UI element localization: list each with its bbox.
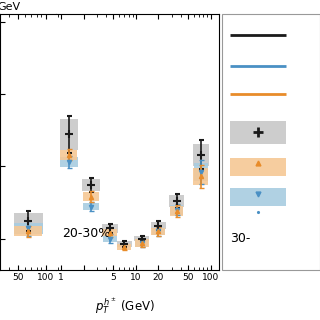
Bar (14, 226, 42, 236)
Bar (152, 228, 165, 235)
Bar (83, 203, 99, 210)
Text: 20-30%: 20-30% (62, 227, 111, 240)
Bar (83, 192, 99, 201)
Bar (134, 236, 149, 242)
Text: 30-: 30- (230, 232, 251, 245)
Bar (151, 228, 165, 235)
Bar (230, 121, 286, 144)
Bar (135, 239, 149, 246)
Bar (82, 179, 100, 191)
Bar (60, 150, 77, 160)
Bar (60, 118, 78, 150)
Bar (230, 158, 286, 176)
Text: GeV: GeV (0, 2, 20, 12)
Bar (170, 206, 183, 216)
Bar (14, 223, 43, 234)
Bar (193, 168, 208, 185)
Bar (193, 144, 209, 165)
Bar (194, 164, 208, 181)
Text: $p_T^{h^\pm}$ (GeV): $p_T^{h^\pm}$ (GeV) (95, 296, 155, 316)
Bar (170, 204, 183, 215)
Bar (169, 195, 184, 207)
Bar (135, 239, 148, 246)
Bar (116, 242, 132, 247)
Bar (14, 212, 44, 230)
Bar (117, 244, 131, 250)
Bar (102, 229, 117, 236)
Bar (230, 188, 286, 206)
Bar (151, 222, 166, 229)
Bar (60, 157, 77, 167)
Bar (102, 224, 118, 233)
Bar (103, 235, 117, 242)
